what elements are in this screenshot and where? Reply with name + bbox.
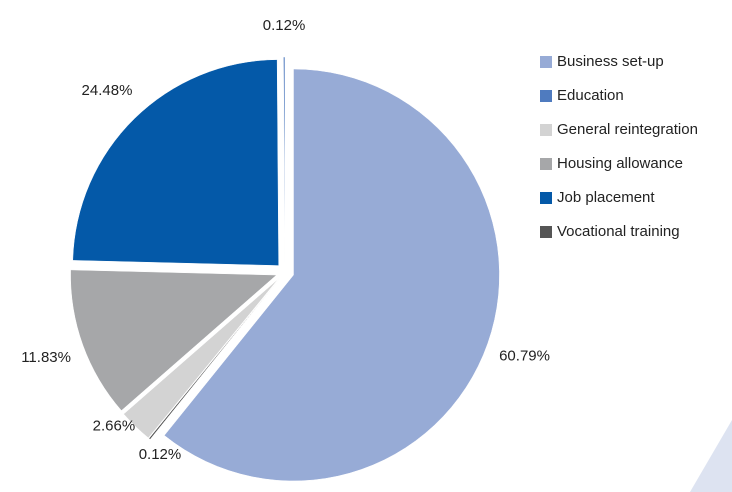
pie-slice: [72, 59, 279, 266]
pie-slice: [148, 278, 280, 440]
legend-swatch: [540, 124, 552, 136]
legend-label: Education: [557, 87, 624, 104]
legend-swatch: [540, 192, 552, 204]
legend-label: Business set-up: [557, 53, 664, 70]
pie-slice: [123, 278, 279, 439]
legend-swatch: [540, 158, 552, 170]
legend-swatch: [540, 90, 552, 102]
legend-swatch: [540, 56, 552, 68]
data-label: 11.83%: [21, 349, 71, 366]
pie-slice: [163, 68, 500, 482]
data-label: 0.12%: [263, 17, 306, 34]
legend-swatch: [540, 226, 552, 238]
data-label: 0.12%: [139, 446, 182, 463]
data-label: 60.79%: [499, 347, 550, 364]
pie-slice: [70, 269, 278, 411]
data-label: 2.66%: [93, 418, 136, 435]
legend-label: General reintegration: [557, 121, 698, 138]
legend-label: Job placement: [557, 189, 655, 206]
data-label: 24.48%: [82, 82, 133, 99]
legend-label: Housing allowance: [557, 155, 683, 172]
corner-decoration: [690, 420, 732, 492]
legend-label: Vocational training: [557, 223, 680, 240]
pie-slice: [283, 56, 286, 264]
